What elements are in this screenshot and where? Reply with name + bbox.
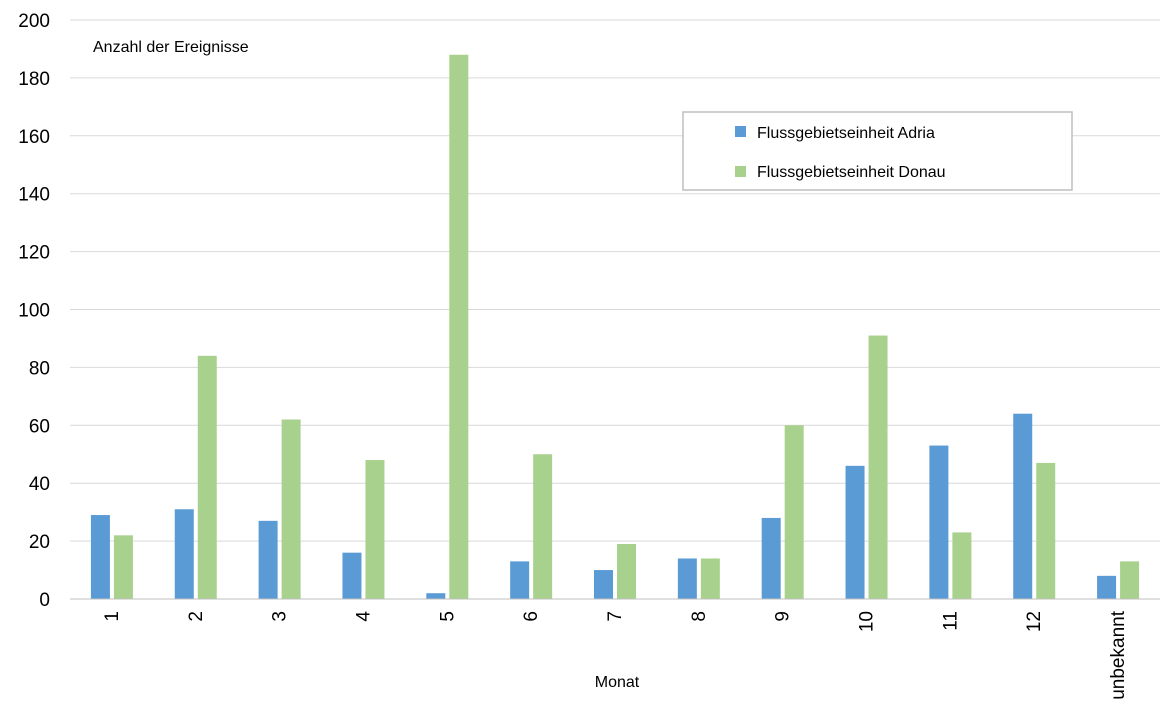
bar-adria-9 [761, 517, 781, 599]
legend-swatch-donau [735, 166, 746, 177]
legend-label-donau: Flussgebietseinheit Donau [757, 164, 946, 181]
bar-donau-4 [365, 460, 385, 599]
bar-adria-unbekannt [1097, 575, 1117, 599]
y-tick-label: 60 [29, 416, 50, 437]
x-tick-label: 9 [773, 611, 794, 622]
y-tick-label: 100 [18, 301, 50, 322]
legend-frame [682, 111, 1073, 191]
bar-adria-3 [258, 520, 278, 599]
bar-adria-4 [342, 552, 362, 599]
y-tick-label: 0 [39, 590, 50, 611]
y-tick-label: 180 [18, 69, 50, 90]
bar-adria-10 [845, 465, 865, 599]
x-tick-label: 5 [437, 611, 458, 622]
bar-donau-9 [784, 425, 804, 599]
bar-donau-11 [952, 532, 972, 599]
bar-donau-unbekannt [1120, 561, 1140, 599]
y-tick-label: 80 [29, 358, 50, 379]
bar-adria-5 [426, 593, 446, 599]
x-tick-label: 3 [270, 611, 291, 622]
bar-donau-3 [281, 419, 301, 599]
y-tick-label: 120 [18, 243, 50, 264]
legend: Flussgebietseinheit Adria Flussgebietsei… [682, 111, 1073, 191]
y-axis-title: Anzahl der Ereignisse [93, 39, 249, 56]
y-tick-label: 20 [29, 532, 50, 553]
x-axis-title: Monat [595, 674, 640, 691]
bar-donau-10 [868, 335, 888, 599]
bar-donau-2 [197, 355, 217, 599]
bar-adria-12 [1013, 413, 1033, 599]
bar-donau-8 [700, 558, 720, 599]
legend-label-adria: Flussgebietseinheit Adria [757, 125, 935, 142]
x-tick-label: 4 [353, 611, 374, 622]
bar-donau-6 [533, 454, 553, 599]
x-tick-label: 12 [1024, 611, 1045, 632]
x-tick-label: 6 [521, 611, 542, 622]
y-tick-label: 200 [18, 11, 50, 32]
x-tick-label: 8 [689, 611, 710, 622]
bar-adria-1 [90, 515, 110, 599]
bar-donau-5 [449, 54, 469, 600]
bars [90, 54, 1140, 600]
y-tick-label: 140 [18, 185, 50, 206]
x-tick-label: unbekannt [1108, 610, 1129, 699]
x-tick-label: 7 [605, 611, 626, 622]
x-tick-label: 11 [940, 611, 961, 631]
y-tick-label: 160 [18, 127, 50, 148]
y-axis-tick-labels: 0 20 40 60 80 100 120 140 160 180 200 [18, 11, 50, 611]
x-tick-label: 1 [102, 611, 123, 622]
bar-donau-12 [1036, 462, 1056, 599]
gridlines [70, 19, 1160, 542]
x-tick-label: 2 [186, 611, 207, 622]
bar-adria-7 [594, 570, 613, 599]
bar-donau-7 [617, 543, 636, 599]
bar-adria-2 [174, 509, 194, 599]
x-tick-label: 10 [857, 611, 878, 632]
bar-adria-11 [929, 445, 949, 599]
x-axis-category-labels: 1 2 3 4 5 6 7 8 9 10 11 12 unbekannt [102, 610, 1129, 699]
y-tick-label: 40 [29, 474, 50, 495]
bar-adria-8 [677, 558, 697, 599]
bar-adria-6 [510, 561, 530, 599]
bar-donau-1 [113, 535, 133, 599]
legend-swatch-adria [735, 126, 746, 137]
